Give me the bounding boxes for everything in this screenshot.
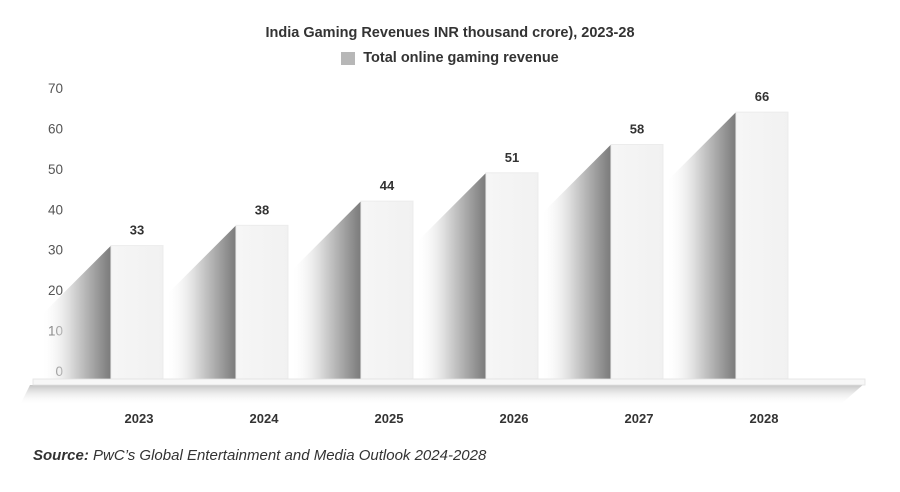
legend-label: Total online gaming revenue [363,50,559,66]
y-tick-label: 70 [48,81,63,96]
bar-shadow [541,144,611,379]
bar [610,144,664,380]
data-label: 66 [755,89,769,104]
source-note: Source: PwC’s Global Entertainment and M… [33,447,486,464]
y-tick-label: 30 [48,243,63,258]
chart-title: India Gaming Revenues INR thousand crore… [265,25,635,41]
bar [485,172,539,380]
bar [235,224,289,380]
x-axis: 2023 2024 2025 2026 2027 2028 [125,411,779,426]
data-label: 51 [505,150,519,165]
bar-shadow [416,172,486,379]
source-label: Source: [33,447,89,464]
bar [110,245,164,380]
bar-shadows [41,112,736,380]
y-tick-label: 20 [48,283,63,298]
y-tick-label: 50 [48,162,63,177]
legend: Total online gaming revenue [0,50,900,66]
y-tick-label: 40 [48,202,63,217]
x-tick-label: 2027 [625,411,654,426]
x-tick-label: 2028 [750,411,779,426]
baseline-bar [32,378,866,386]
bar [360,200,414,380]
x-tick-label: 2024 [250,411,280,426]
y-tick-label: 60 [48,121,63,136]
data-label: 33 [130,223,144,238]
data-label: 44 [380,178,395,193]
bar-shadow [41,245,111,379]
x-tick-label: 2025 [375,411,404,426]
baseline [20,378,866,405]
bar-shadow [666,112,736,380]
data-label: 38 [255,202,269,217]
bar-shadow [291,201,361,379]
bar-shadow [166,225,236,379]
bar [735,111,789,380]
data-label: 58 [630,122,644,137]
baseline-shadow [20,383,865,405]
x-tick-label: 2023 [125,411,154,426]
source-text: PwC’s Global Entertainment and Media Out… [93,447,487,464]
x-tick-label: 2026 [500,411,529,426]
data-labels: 33 38 44 51 58 66 [130,89,769,237]
bars [110,111,789,380]
legend-swatch [341,51,356,65]
